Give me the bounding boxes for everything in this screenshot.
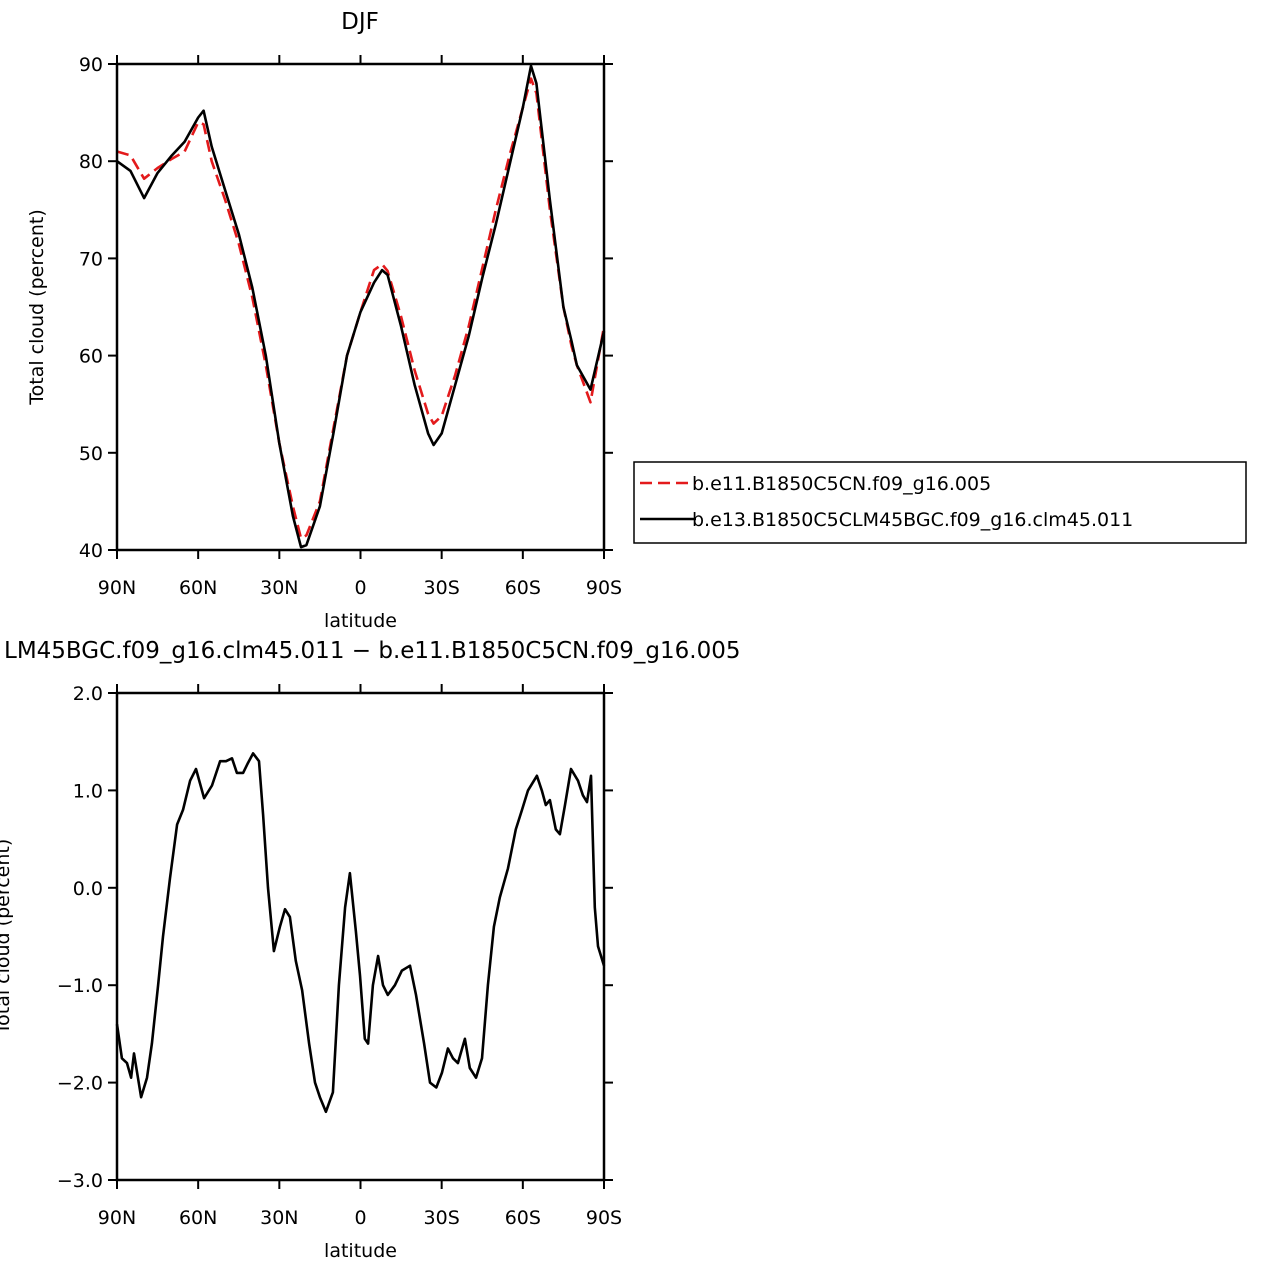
x-axis-label: latitude bbox=[324, 1240, 397, 1262]
x-tick-label: 30S bbox=[424, 577, 460, 599]
x-tick-label: 60N bbox=[179, 1207, 217, 1229]
y-tick-label: 40 bbox=[79, 540, 103, 562]
legend-label: b.e13.B1850C5CLM45BGC.f09_g16.clm45.011 bbox=[692, 509, 1133, 531]
legend-box bbox=[633, 461, 1247, 544]
y-tick-label: 90 bbox=[79, 54, 103, 76]
y-tick-label: 70 bbox=[79, 248, 103, 270]
x-tick-label: 60N bbox=[179, 577, 217, 599]
x-tick-label: 60S bbox=[505, 577, 541, 599]
y-tick-label: 60 bbox=[79, 346, 103, 368]
x-tick-label: 90N bbox=[98, 1207, 136, 1229]
plot-frame bbox=[115, 691, 606, 1182]
y-axis-label: Total cloud (percent) bbox=[26, 209, 48, 406]
x-tick-label: 30N bbox=[260, 577, 298, 599]
y-tick-label: 80 bbox=[79, 151, 103, 173]
x-tick-label: 30S bbox=[424, 1207, 460, 1229]
y-tick-label: 50 bbox=[79, 443, 103, 465]
y-tick-label: −3.0 bbox=[57, 1170, 103, 1192]
chart-title: LM45BGC.f09_g16.clm45.011 − b.e11.B1850C… bbox=[4, 638, 741, 664]
y-axis-label: Total cloud (percent) bbox=[0, 839, 14, 1036]
plot-frame bbox=[115, 62, 606, 552]
y-tick-label: 0.0 bbox=[73, 878, 103, 900]
x-tick-label: 30N bbox=[260, 1207, 298, 1229]
y-tick-label: −1.0 bbox=[57, 975, 103, 997]
x-tick-label: 90N bbox=[98, 577, 136, 599]
y-tick-label: 2.0 bbox=[73, 683, 103, 705]
x-tick-label: 60S bbox=[505, 1207, 541, 1229]
x-tick-label: 90S bbox=[586, 1207, 622, 1229]
x-tick-label: 0 bbox=[354, 1207, 366, 1229]
x-tick-label: 0 bbox=[354, 577, 366, 599]
y-tick-label: 1.0 bbox=[73, 780, 103, 802]
data-line bbox=[116, 77, 606, 540]
x-tick-label: 90S bbox=[586, 577, 622, 599]
y-tick-label: −2.0 bbox=[57, 1073, 103, 1095]
data-line bbox=[116, 64, 606, 549]
legend-label: b.e11.B1850C5CN.f09_g16.005 bbox=[692, 473, 991, 495]
data-line bbox=[115, 752, 606, 1114]
chart-title: DJF bbox=[341, 9, 379, 35]
x-axis-label: latitude bbox=[324, 610, 397, 632]
